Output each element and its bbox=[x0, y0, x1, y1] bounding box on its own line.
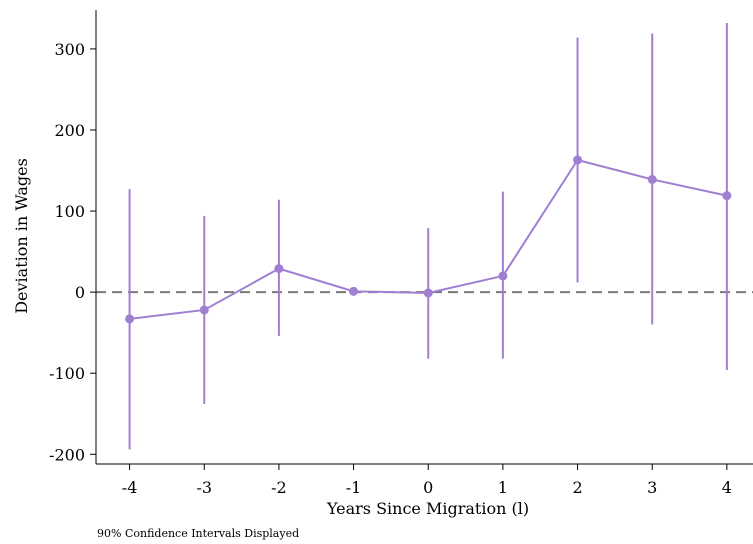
y-tick-label: 300 bbox=[54, 40, 85, 59]
confidence-interval-note: 90% Confidence Intervals Displayed bbox=[97, 527, 300, 540]
y-tick-label: 100 bbox=[54, 202, 85, 221]
x-tick-label: -4 bbox=[122, 478, 138, 497]
x-axis-title: Years Since Migration (l) bbox=[326, 499, 529, 518]
data-point bbox=[573, 155, 583, 165]
x-tick-layer: -4 -3 -2 -1 0 1 2 3 4 bbox=[122, 464, 732, 497]
x-tick-label: -2 bbox=[271, 478, 287, 497]
data-point bbox=[274, 264, 284, 274]
y-tick-label: -100 bbox=[49, 364, 85, 383]
x-tick-label: 0 bbox=[423, 478, 433, 497]
data-point-layer bbox=[125, 155, 732, 324]
confidence-interval-layer bbox=[128, 22, 728, 450]
y-tick-label: 200 bbox=[54, 121, 85, 140]
data-point bbox=[125, 314, 135, 324]
data-point bbox=[498, 271, 508, 281]
x-tick-label: -3 bbox=[196, 478, 212, 497]
data-point bbox=[647, 174, 657, 184]
y-tick-label: -200 bbox=[49, 445, 85, 464]
y-tick-layer: 300 200 100 0 -100 -200 bbox=[49, 40, 96, 464]
data-point bbox=[423, 288, 433, 298]
x-tick-label: 4 bbox=[722, 478, 732, 497]
x-tick-label: -1 bbox=[346, 478, 362, 497]
data-point bbox=[199, 305, 209, 315]
data-point bbox=[349, 286, 359, 296]
x-tick-label: 2 bbox=[572, 478, 582, 497]
x-tick-label: 1 bbox=[498, 478, 508, 497]
y-axis-title: Deviation in Wages bbox=[12, 158, 31, 314]
y-tick-label: 0 bbox=[75, 283, 85, 302]
x-tick-label: 3 bbox=[647, 478, 657, 497]
axes-layer bbox=[95, 10, 753, 465]
data-point bbox=[722, 191, 732, 201]
